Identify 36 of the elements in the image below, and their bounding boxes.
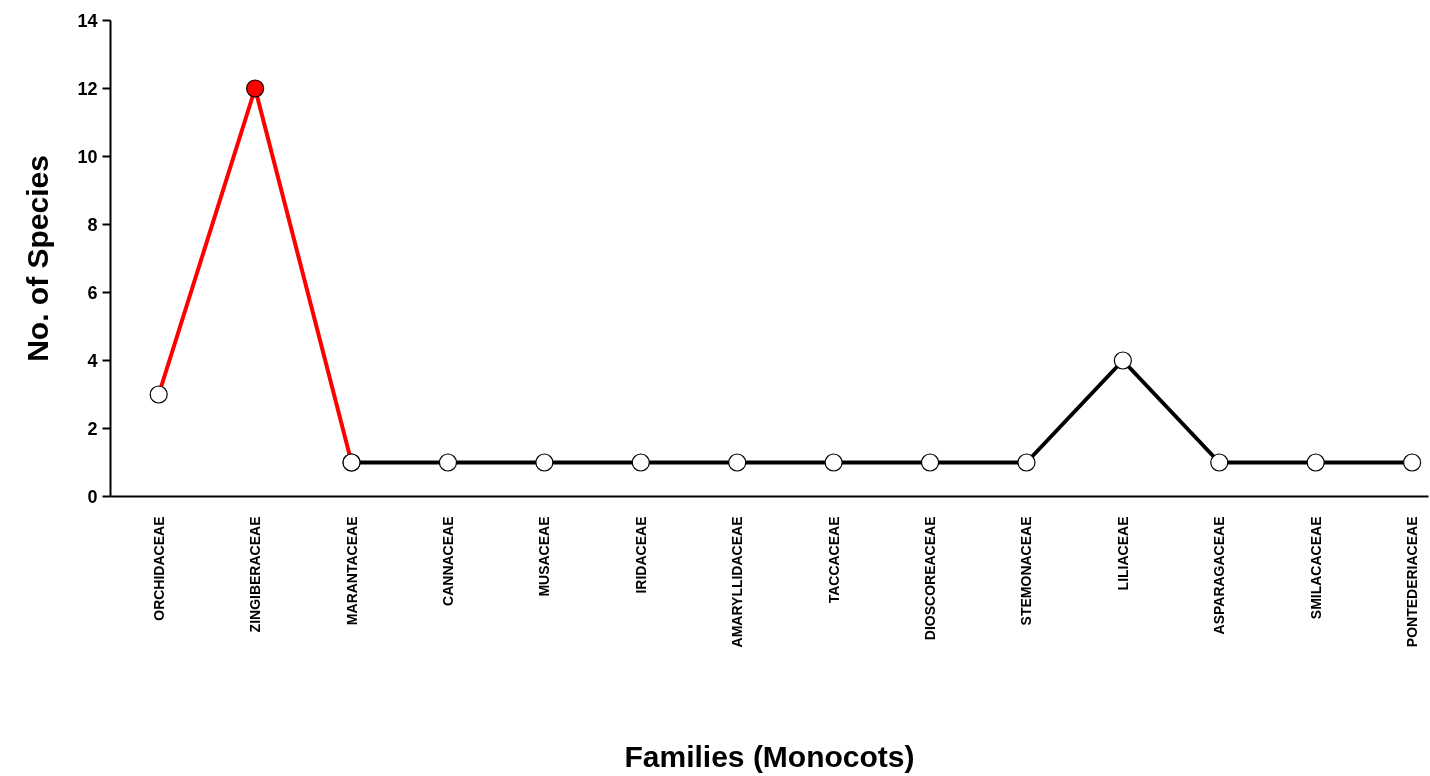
y-tick-label: 14 [77,11,98,31]
point [1113,351,1132,370]
y-tick-label: 8 [87,215,98,235]
x-tick-label: ORCHIDACEAE [150,516,167,621]
x-tick-label: MARANTACEAE [343,516,360,626]
x-tick-label: SMILACACEAE [1307,516,1324,620]
x-axis-title: Families (Monocots) [624,740,915,774]
point [1210,453,1229,472]
point [535,453,554,472]
point [1403,453,1422,472]
x-tick-label: MUSACEAE [536,516,553,597]
x-tick-label: DIOSCOREACEAE [922,516,939,641]
x-tick-label: PONTEDERIACEAE [1404,516,1421,648]
y-tick-label: 12 [77,79,98,99]
x-tick-label: IRIDACEAE [632,516,649,594]
x-tick-label: STEMONACEAE [1018,516,1035,626]
y-axis-title: No. of Species [21,155,55,362]
point [438,453,458,472]
point [1306,453,1325,472]
point [824,453,843,472]
point [920,453,940,472]
y-tick-label: 0 [87,487,98,507]
x-tick-label: LILIACEAE [1114,516,1131,591]
x-tick-label: ZINGIBERACEAE [247,516,264,633]
y-tick-label: 4 [87,351,98,371]
point [728,453,747,472]
y-tick-label: 2 [87,419,98,439]
y-tick-label: 6 [87,283,98,303]
x-tick-label: CANNACEAE [439,516,456,606]
point [1017,453,1036,472]
point [246,79,265,98]
point [631,453,650,472]
x-tick-label: TACCACEAE [825,516,842,604]
x-tick-label: AMARYLLIDACEAE [729,516,746,648]
x-tick-label: ASPARAGACEAE [1211,516,1228,635]
y-tick-label: 10 [77,147,98,167]
